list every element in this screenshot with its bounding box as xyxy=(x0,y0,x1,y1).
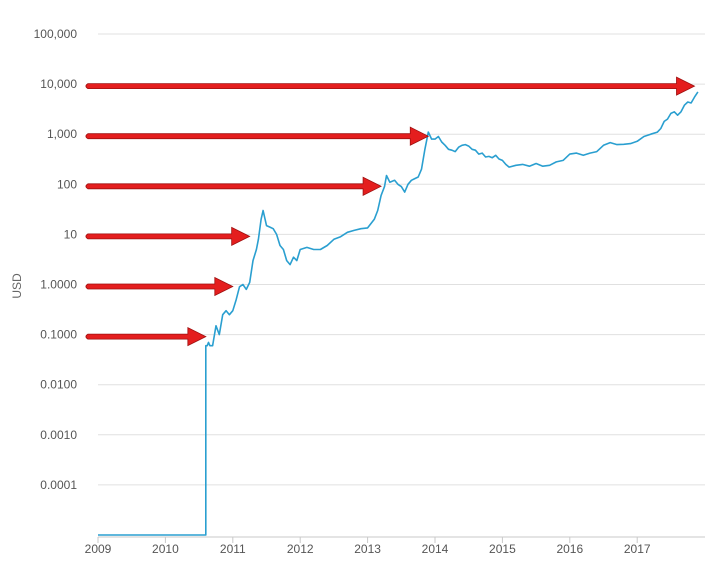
arrow-annotation xyxy=(85,226,251,247)
series xyxy=(98,91,699,536)
x-tick-label: 2013 xyxy=(354,542,381,556)
y-tick-label: 0.1000 xyxy=(40,328,77,342)
arrow-shape xyxy=(85,176,382,196)
y-axis: 100,000 10,000 1,000 100 10 1.0000 0.1000 0.010… xyxy=(34,27,78,492)
y-tick-label: 1.0000 xyxy=(40,278,77,292)
y-axis-title: USD xyxy=(10,273,24,299)
y-tick-label: 0.0001 xyxy=(40,478,77,492)
x-axis: 2009 2010 2011 2012 2013 2014 2015 2016 2017 xyxy=(85,536,705,556)
annotations xyxy=(85,76,696,347)
price-line xyxy=(98,91,699,536)
x-tick-label: 2011 xyxy=(220,542,246,556)
arrow-shape xyxy=(85,326,207,347)
x-tick-label: 2010 xyxy=(152,542,179,556)
y-tick-label: 100,000 xyxy=(34,27,78,41)
y-tick-label: 100 xyxy=(57,177,77,191)
arrow-shape xyxy=(85,276,234,297)
arrow-shape xyxy=(85,126,430,146)
arrow-annotation xyxy=(85,76,696,96)
y-tick-label: 1,000 xyxy=(47,127,77,141)
x-tick-label: 2015 xyxy=(489,542,516,556)
arrow-shape xyxy=(85,76,696,96)
x-tick-label: 2017 xyxy=(624,542,651,556)
arrow-annotation xyxy=(85,176,382,196)
y-tick-label: 0.0100 xyxy=(40,378,77,392)
arrow-annotation xyxy=(85,126,430,146)
arrow-shape xyxy=(85,226,251,247)
y-tick-label: 10,000 xyxy=(40,77,77,91)
x-tick-label: 2009 xyxy=(85,542,112,556)
y-tick-label: 10 xyxy=(64,227,78,241)
x-tick-label: 2012 xyxy=(287,542,314,556)
grid-lines xyxy=(98,33,705,486)
arrow-annotation xyxy=(85,326,207,347)
y-tick-label: 0.0010 xyxy=(40,428,77,442)
arrow-annotation xyxy=(85,276,234,297)
x-tick-label: 2016 xyxy=(556,542,583,556)
x-tick-label: 2014 xyxy=(422,542,449,556)
